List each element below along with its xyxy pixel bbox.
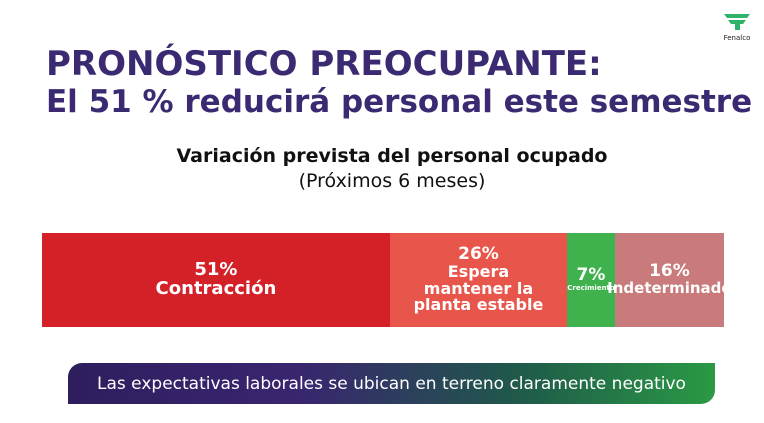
segment-category-label: Espera mantener la planta estable	[413, 261, 544, 315]
bar-segment-2: 26% Espera mantener la planta estable	[389, 233, 568, 327]
chart-title: Variación prevista del personal ocupado	[176, 145, 608, 167]
title-line-2: El 51 % reducirá personal este semestre	[46, 84, 753, 120]
segment-value-label: 16%	[649, 261, 690, 282]
title-line-1: PRONÓSTICO PREOCUPANTE:	[46, 44, 602, 84]
banner-text: Las expectativas laborales se ubican en …	[97, 373, 686, 394]
segment-value-label: 7%	[576, 265, 606, 286]
bar-segment-1: 51% Contracción	[42, 233, 390, 327]
logo-text: Fenalco	[723, 34, 751, 42]
segment-category-label: Indeterminado	[607, 279, 732, 298]
segment-category-label: Contracción	[155, 278, 277, 299]
stacked-bar: 51% Contracción 26% Espera mantener la planta…	[42, 233, 732, 327]
chart-subtitle: (Próximos 6 meses)	[298, 170, 486, 192]
bar-segment-4: 16% Indeterminado	[607, 233, 732, 327]
bar-segment-3: 7% Crecimiento	[567, 233, 615, 327]
segment-value-label: 26%	[458, 243, 499, 264]
segment-value-label: 51%	[194, 259, 238, 281]
conclusion-banner: Las expectativas laborales se ubican en …	[68, 363, 715, 404]
fenalco-logo: Fenalco	[722, 14, 752, 42]
segment-category-label: Crecimiento	[567, 284, 615, 293]
